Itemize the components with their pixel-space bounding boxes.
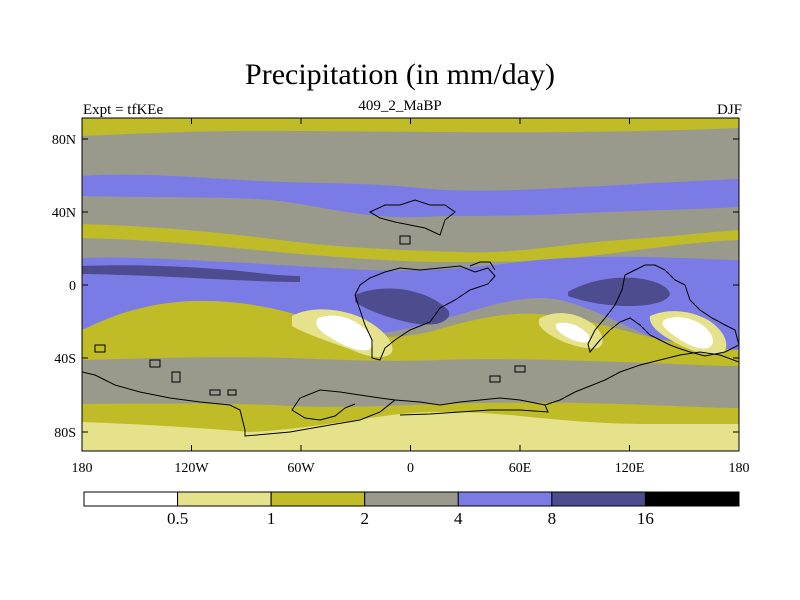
- south-gray-band: [82, 357, 739, 404]
- north-blue-band: [82, 174, 739, 218]
- coastlines: [82, 199, 739, 437]
- coast-small-island-4: [209, 389, 221, 396]
- coast-gondwana-west: [354, 265, 496, 361]
- dark-blue-south-america: [355, 288, 450, 325]
- lat-label-40n: 40N: [52, 206, 76, 221]
- lat-label-0: 0: [69, 279, 76, 294]
- coast-europe: [368, 199, 456, 236]
- very-dry-patch-south-indian: [556, 322, 590, 343]
- colorbar-swatch: [364, 491, 459, 507]
- dark-blue-indian-ocean: [568, 277, 670, 306]
- very-dry-patch-south-atlantic: [316, 315, 373, 351]
- colorbar-label: 1: [267, 509, 276, 528]
- lon-label-180-west: 180: [72, 461, 93, 476]
- experiment-label: Expt = tfKEe: [83, 102, 164, 118]
- lon-label-60w: 60W: [287, 461, 315, 476]
- lon-label-120e: 120E: [615, 461, 645, 476]
- colorbar-label: 4: [454, 509, 463, 528]
- colorbar-swatch: [270, 491, 366, 507]
- lon-ticks: [81, 118, 740, 451]
- coast-arabia: [469, 261, 496, 271]
- coast-small-island-5: [227, 389, 237, 396]
- north-olive-band: [82, 118, 739, 136]
- lon-label-0: 0: [407, 461, 414, 476]
- coast-small-island-3: [171, 371, 181, 383]
- coast-small-island-7: [514, 365, 526, 373]
- season-label: DJF: [716, 102, 742, 118]
- lon-label-180-east: 180: [729, 461, 750, 476]
- lon-label-120w: 120W: [174, 461, 209, 476]
- coast-antarctica-west: [82, 371, 397, 437]
- lat-ticks: [82, 138, 739, 433]
- coast-small-island-6: [489, 375, 501, 383]
- colorbar: 0.5 1 2 4 8 16: [83, 491, 740, 528]
- colorbar-swatch: [457, 491, 553, 507]
- colorbar-swatch: [177, 491, 272, 507]
- subtropical-north-olive-band: [82, 224, 739, 262]
- colorbar-label: 8: [548, 509, 557, 528]
- coast-antarctica-central: [394, 397, 549, 416]
- antarctic-light-yellow: [82, 411, 739, 451]
- colorbar-label: 16: [637, 509, 654, 528]
- very-dry-patch-australia: [662, 317, 714, 349]
- colorbar-label: 0.5: [167, 509, 188, 528]
- coast-gondwana-east: [587, 264, 739, 357]
- coast-small-island-2: [149, 359, 161, 368]
- lat-label-40s: 40S: [54, 352, 76, 367]
- lat-label-80s: 80S: [54, 426, 76, 441]
- coast-antarctica-east: [544, 351, 739, 406]
- dark-blue-pacific-strip: [82, 265, 300, 282]
- colorbar-swatch: [83, 491, 179, 507]
- coast-small-island-1: [94, 344, 106, 353]
- lon-label-60e: 60E: [509, 461, 532, 476]
- colorbar-swatch: [644, 491, 740, 507]
- coast-island: [399, 235, 411, 245]
- lat-label-80n: 80N: [52, 133, 76, 148]
- colorbar-swatch: [551, 491, 646, 507]
- run-label: 409_2_MaBP: [358, 98, 442, 114]
- colorbar-label: 2: [360, 509, 369, 528]
- map-title: Precipitation (in mm/day): [245, 58, 555, 91]
